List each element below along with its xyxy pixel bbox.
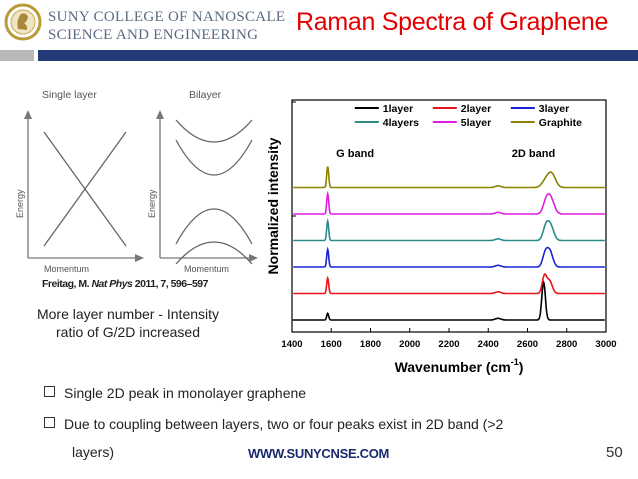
single-layer-momentum-label: Momentum	[44, 264, 89, 274]
y-axis-label: Normalized intensity	[265, 137, 281, 274]
legend-label-1layer: 1layer	[383, 103, 413, 115]
bullet-2-text: Due to coupling between layers, two or f…	[64, 416, 504, 432]
logo-line-1: SUNY COLLEGE OF NANOSCALE	[48, 9, 286, 25]
x-tick-group: 1400 1600 1800 2000 2200 2400 2600 2800 3000	[281, 328, 617, 350]
annotation-2d-band: 2D band	[512, 148, 555, 160]
bilayer-axes	[156, 110, 258, 262]
legend-label-graphite: Graphite	[539, 117, 582, 129]
citation-rest: 2011, 7, 596–597	[134, 278, 209, 290]
x-axis-label: Wavenumber (cm-1)	[395, 357, 524, 375]
legend-label-5layer: 5layer	[461, 117, 491, 129]
bullet-2: Due to coupling between layers, two or f…	[44, 416, 503, 432]
single-layer-dirac-cone	[43, 131, 127, 247]
series-line-3layer	[293, 246, 605, 268]
x-axis-label-base: Wavenumber (cm	[395, 359, 511, 375]
series-line-5layer	[293, 190, 605, 215]
legend-label-2layer: 2layer	[461, 103, 491, 115]
suny-logo-seal-icon	[4, 2, 42, 42]
series-line-4layers	[293, 217, 605, 242]
annotation-group: G band 2D band	[336, 148, 555, 160]
x-axis-label-end: )	[519, 359, 524, 375]
plot-frame	[291, 99, 607, 333]
checkbox-bullet-icon	[44, 386, 55, 397]
band-structure-diagram: Single layer Bilayer Energy Momentum Ene…	[15, 89, 258, 274]
x-tick-label: 1400	[281, 339, 302, 350]
x-tick-label: 2000	[399, 339, 420, 350]
single-layer-axes	[24, 110, 144, 262]
x-tick-label: 2800	[556, 339, 577, 350]
raman-chart: 1400 1600 1800 2000 2200 2400 2600 2800 3000 Nor…	[265, 99, 617, 375]
header-band-grey	[0, 50, 34, 61]
x-tick-label: 3000	[595, 339, 616, 350]
header-band-blue	[38, 50, 638, 61]
bilayer-bands	[175, 119, 253, 265]
legend-label-3layer: 3layer	[539, 103, 569, 115]
citation-author: Freitag, M.	[42, 278, 90, 290]
series-line-1layer	[293, 280, 605, 321]
citation-journal: Nat Phys	[91, 278, 133, 290]
bullet-1: Single 2D peak in monolayer graphene	[44, 385, 306, 401]
slide-title: Raman Spectra of Graphene	[296, 8, 609, 36]
bullet-1-text: Single 2D peak in monolayer graphene	[64, 385, 307, 401]
x-tick-label: 1600	[321, 339, 342, 350]
single-layer-title: Single layer	[42, 89, 97, 101]
logo-line-2: SCIENCE AND ENGINEERING	[48, 27, 259, 43]
caption: More layer number - Intensity ratio of G…	[36, 306, 220, 340]
series-line-2layer	[293, 273, 605, 295]
legend-label-4layers: 4layers	[383, 117, 419, 129]
single-layer-energy-label: Energy	[15, 189, 25, 218]
series-layer	[293, 166, 605, 321]
bilayer-momentum-label: Momentum	[184, 264, 229, 274]
bullet-2-continuation: layers)	[72, 444, 115, 460]
checkbox-bullet-icon	[44, 417, 55, 428]
page-number: 50	[606, 444, 623, 461]
bilayer-energy-label: Energy	[147, 189, 157, 218]
x-axis-label-sup: -1	[511, 357, 519, 367]
x-tick-label: 1800	[360, 339, 381, 350]
bilayer-title: Bilayer	[189, 89, 222, 101]
legend: 1layer 2layer 3layer 4layers 5layer Graphite	[354, 103, 582, 129]
x-tick-label: 2200	[438, 339, 459, 350]
plot-border	[291, 99, 607, 333]
footer-url[interactable]: WWW.SUNYCNSE.COM	[248, 446, 390, 461]
suny-logo-text: SUNY COLLEGE OF NANOSCALE SCIENCE AND EN…	[48, 8, 288, 44]
citation: Freitag, M. Nat Phys 2011, 7, 596–597	[42, 278, 208, 290]
series-line-graphite	[293, 166, 605, 189]
annotation-g-band: G band	[336, 148, 374, 160]
x-tick-label: 2600	[517, 339, 538, 350]
x-tick-label: 2400	[478, 339, 499, 350]
